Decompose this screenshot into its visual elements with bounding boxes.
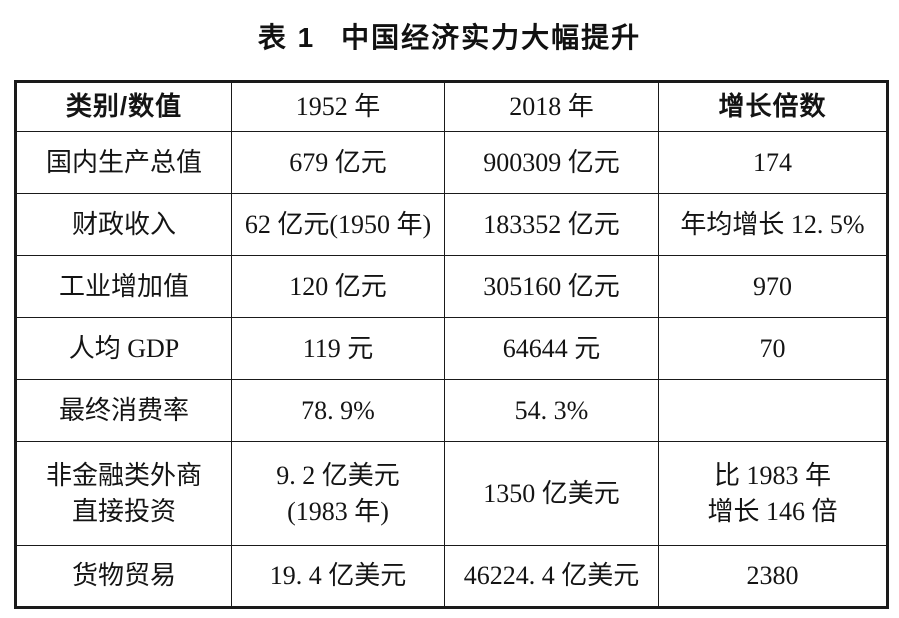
cell-2018: 46224. 4 亿美元 — [444, 545, 659, 608]
cell-2018: 305160 亿元 — [444, 255, 659, 318]
table-header-row: 类别/数值 1952 年 2018 年 增长倍数 — [15, 81, 888, 132]
cell-1952: 679 亿元 — [231, 131, 445, 194]
table-row: 最终消费率 78. 9% 54. 3% — [15, 379, 888, 442]
table-title-text: 中国经济实力大幅提升 — [341, 22, 642, 53]
cell-growth: 174 — [658, 131, 888, 194]
cell-growth — [658, 379, 888, 442]
cell-category: 非金融类外商 直接投资 — [15, 441, 232, 546]
cell-growth: 2380 — [658, 545, 888, 608]
cell-1952: 120 亿元 — [231, 255, 445, 318]
table-row: 非金融类外商 直接投资 9. 2 亿美元 (1983 年) 1350 亿美元 比… — [15, 441, 888, 546]
cell-category: 最终消费率 — [15, 379, 232, 442]
cell-category: 财政收入 — [15, 193, 232, 256]
table-row: 货物贸易 19. 4 亿美元 46224. 4 亿美元 2380 — [15, 545, 888, 608]
column-header-2018: 2018 年 — [444, 81, 659, 132]
cell-2018: 183352 亿元 — [444, 193, 659, 256]
table-row: 工业增加值 120 亿元 305160 亿元 970 — [15, 255, 888, 318]
cell-growth: 70 — [658, 317, 888, 380]
cell-2018: 54. 3% — [444, 379, 659, 442]
table-number-label: 表 1 — [257, 22, 316, 53]
cell-category: 国内生产总值 — [15, 131, 232, 194]
cell-growth: 比 1983 年 增长 146 倍 — [658, 441, 888, 546]
table-title: 表 1 中国经济实力大幅提升 — [0, 16, 899, 56]
column-header-growth: 增长倍数 — [658, 81, 888, 132]
cell-1952: 62 亿元(1950 年) — [231, 193, 445, 256]
cell-1952: 9. 2 亿美元 (1983 年) — [231, 441, 445, 546]
cell-2018: 900309 亿元 — [444, 131, 659, 194]
cell-growth: 年均增长 12. 5% — [658, 193, 888, 256]
cell-1952: 78. 9% — [231, 379, 445, 442]
cell-growth: 970 — [658, 255, 888, 318]
table-row: 人均 GDP 119 元 64644 元 70 — [15, 317, 888, 380]
cell-1952: 19. 4 亿美元 — [231, 545, 445, 608]
column-header-1952: 1952 年 — [231, 81, 445, 132]
table-row: 国内生产总值 679 亿元 900309 亿元 174 — [15, 131, 888, 194]
cell-2018: 64644 元 — [444, 317, 659, 380]
cell-category: 人均 GDP — [15, 317, 232, 380]
economy-table: 类别/数值 1952 年 2018 年 增长倍数 国内生产总值 679 亿元 9… — [14, 80, 889, 609]
table-row: 财政收入 62 亿元(1950 年) 183352 亿元 年均增长 12. 5% — [15, 193, 888, 256]
cell-2018: 1350 亿美元 — [444, 441, 659, 546]
column-header-category: 类别/数值 — [15, 81, 232, 132]
cell-category: 工业增加值 — [15, 255, 232, 318]
cell-1952: 119 元 — [231, 317, 445, 380]
cell-category: 货物贸易 — [15, 545, 232, 608]
